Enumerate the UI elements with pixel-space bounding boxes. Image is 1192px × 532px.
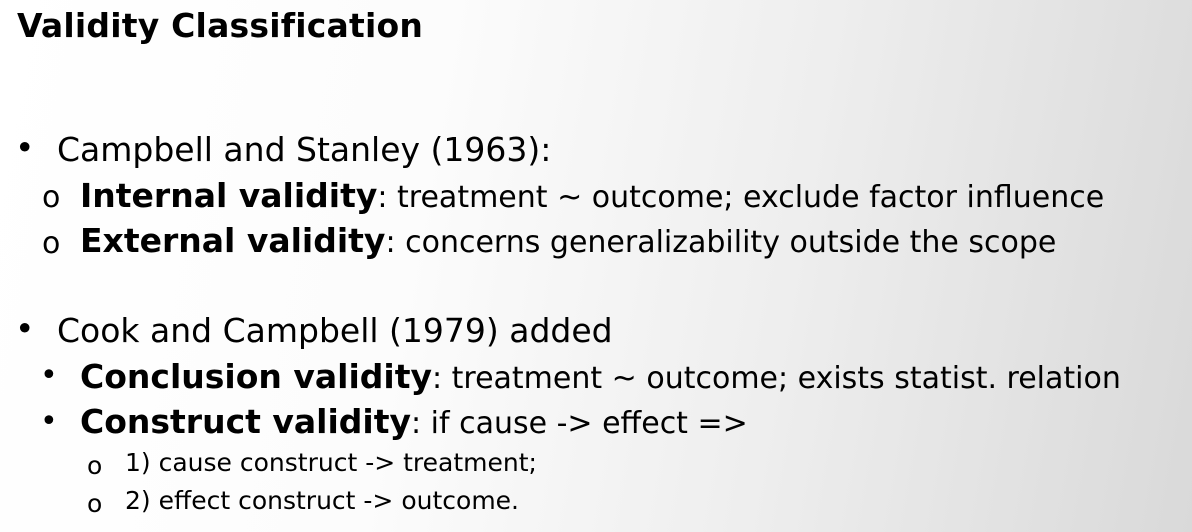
definition-conclusion-validity: : treatment ~ outcome; exists statist. r… [431,361,1121,396]
term-internal-validity: Internal validity [80,176,378,215]
term-construct-validity: Construct validity [80,402,412,441]
sub-bullet-marker: o [42,180,61,215]
sub-sub-bullet-marker: o [87,451,103,480]
definition-construct-validity: : if cause -> effect => [411,406,748,441]
list-item-external-validity: External validity: concerns generalizabi… [80,221,1056,260]
term-external-validity: External validity [80,221,386,260]
sub-bullet-marker: • [40,404,58,439]
list-item-internal-validity: Internal validity: treatment ~ outcome; … [80,176,1104,215]
sub-list-item-cause-construct: 1) cause construct -> treatment; [125,448,537,477]
list-item-construct-validity: Construct validity: if cause -> effect =… [80,402,748,441]
definition-external-validity: : concerns generalizability outside the … [385,225,1057,260]
list-item-conclusion-validity: Conclusion validity: treatment ~ outcome… [80,357,1121,396]
definition-internal-validity: : treatment ~ outcome; exclude factor in… [377,180,1105,215]
sub-bullet-marker: • [40,358,58,393]
section-heading-campbell-stanley: Campbell and Stanley (1963): [57,130,552,169]
bullet-marker: • [15,128,35,167]
sub-bullet-marker: o [42,226,61,261]
bullet-marker: • [15,309,35,348]
sub-sub-bullet-marker: o [87,489,103,518]
sub-list-item-effect-construct: 2) effect construct -> outcome. [125,486,519,515]
section-heading-cook-campbell: Cook and Campbell (1979) added [57,311,613,350]
slide-title: Validity Classification [17,6,424,45]
term-conclusion-validity: Conclusion validity [80,357,432,396]
